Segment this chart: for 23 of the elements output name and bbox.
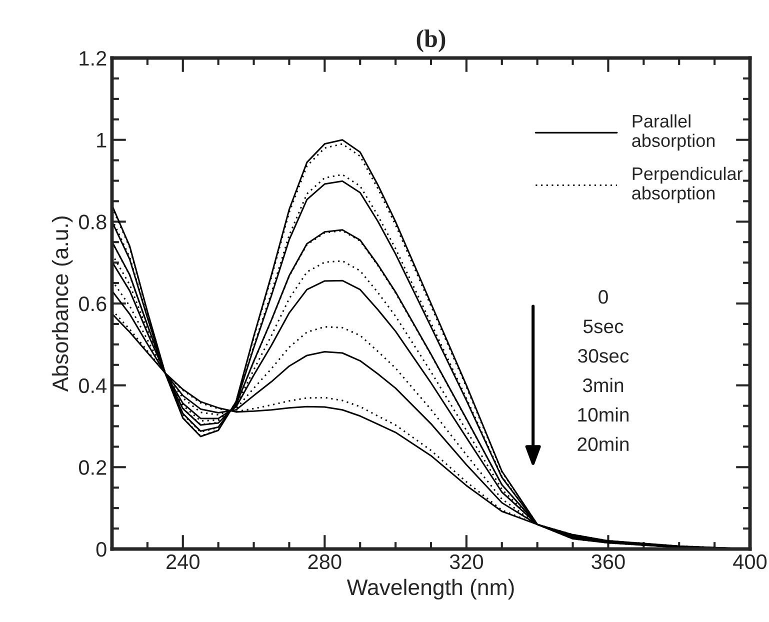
x-axis-title: Wavelength (nm) xyxy=(346,578,514,600)
legend-label: Parallel absorption xyxy=(632,114,715,151)
y-tick-label: 0.4 xyxy=(78,378,107,394)
annotation: 0 xyxy=(598,290,608,304)
annotation: 5sec xyxy=(584,320,624,334)
y-tick-label: 0.8 xyxy=(78,214,106,230)
annotation: 10min xyxy=(578,407,628,422)
y-axis-title: Absorbance (a.u.) xyxy=(52,216,73,392)
annotation: 3min xyxy=(582,378,624,392)
x-tick-label: 240 xyxy=(166,554,200,570)
y-tick-label: 1 xyxy=(97,133,106,148)
x-tick-label: 280 xyxy=(308,554,342,570)
chart-title: (b) xyxy=(416,30,446,52)
x-tick-label: 400 xyxy=(733,554,767,570)
annotation: 20min xyxy=(578,436,628,452)
x-tick-label: 360 xyxy=(592,554,625,570)
legend-label: Perpendicular absorption xyxy=(632,166,742,204)
x-tick-label: 320 xyxy=(450,554,484,570)
annotation: 30sec xyxy=(578,348,629,363)
y-tick-label: 0 xyxy=(96,542,106,557)
y-tick-label: 1.2 xyxy=(80,51,106,66)
y-tick-label: 0.2 xyxy=(78,460,106,475)
y-tick-label: 0.6 xyxy=(78,296,106,312)
